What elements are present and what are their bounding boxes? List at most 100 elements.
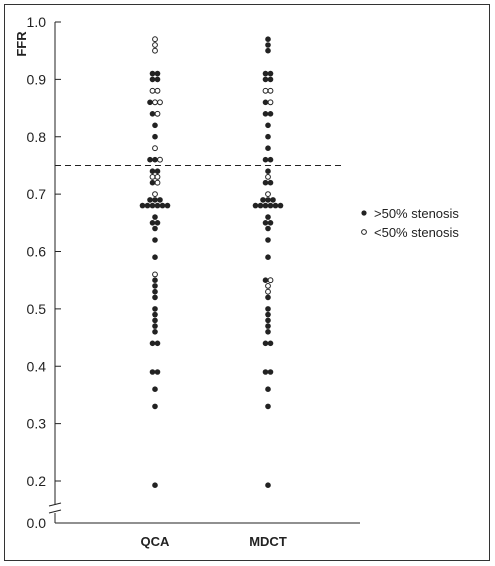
point-filled-gt50-stenosis (265, 197, 271, 203)
point-filled-gt50-stenosis (265, 254, 271, 260)
point-filled-gt50-stenosis (154, 220, 161, 226)
point-filled-gt50-stenosis (149, 168, 156, 174)
point-open-lt50-stenosis (154, 174, 161, 180)
point-open-lt50-stenosis (267, 87, 274, 94)
point-filled-gt50-stenosis (152, 294, 158, 301)
point-open-lt50-stenosis (152, 271, 158, 278)
point-filled-gt50-stenosis (152, 122, 158, 129)
point-filled-gt50-stenosis (267, 202, 274, 209)
point-filled-gt50-stenosis (265, 214, 271, 220)
point-filled-gt50-stenosis (265, 329, 271, 335)
point-filled-gt50-stenosis (265, 317, 271, 324)
point-filled-gt50-stenosis (152, 214, 158, 220)
point-filled-gt50-stenosis (262, 156, 269, 163)
point-filled-gt50-stenosis (152, 197, 158, 203)
point-filled-gt50-stenosis (265, 294, 271, 301)
point-filled-gt50-stenosis (152, 156, 158, 163)
point-open-lt50-stenosis (152, 99, 158, 106)
point-open-lt50-stenosis (262, 87, 269, 94)
point-filled-gt50-stenosis (262, 220, 269, 226)
point-open-lt50-stenosis (154, 179, 161, 186)
legend: >50% stenosis <50% stenosis (361, 206, 459, 240)
point-filled-gt50-stenosis (152, 403, 158, 410)
point-open-lt50-stenosis (265, 191, 271, 198)
y-axis-ticks: 0.0 0.2 0.3 0.4 0.5 0.6 0.7 0.8 0.9 1.0 (27, 14, 61, 531)
point-open-lt50-stenosis (157, 99, 163, 106)
point-filled-gt50-stenosis (262, 202, 269, 209)
point-filled-gt50-stenosis (272, 202, 279, 209)
point-filled-gt50-stenosis (149, 340, 156, 347)
point-open-lt50-stenosis (152, 42, 158, 48)
point-filled-gt50-stenosis (149, 220, 156, 226)
point-filled-gt50-stenosis (149, 70, 156, 77)
legend-label-gt50: >50% stenosis (374, 206, 459, 221)
point-open-lt50-stenosis (154, 87, 161, 94)
point-open-lt50-stenosis (152, 191, 158, 198)
point-filled-gt50-stenosis (265, 36, 271, 42)
point-filled-gt50-stenosis (164, 202, 171, 209)
category-label-mdct: MDCT (249, 534, 287, 549)
legend-label-lt50: <50% stenosis (374, 225, 459, 240)
y-tick-label: 0.0 (27, 515, 47, 531)
point-filled-gt50-stenosis (267, 111, 274, 117)
point-filled-gt50-stenosis (149, 202, 156, 209)
point-filled-gt50-stenosis (277, 202, 284, 209)
point-filled-gt50-stenosis (159, 202, 166, 209)
point-filled-gt50-stenosis (152, 482, 158, 489)
point-filled-gt50-stenosis (152, 386, 158, 393)
y-tick-label: 0.4 (27, 358, 47, 374)
y-tick-label: 0.3 (27, 416, 47, 432)
point-open-lt50-stenosis (154, 110, 161, 117)
y-tick-label: 0.9 (27, 71, 47, 87)
point-filled-gt50-stenosis (265, 386, 271, 393)
point-filled-gt50-stenosis (147, 99, 153, 106)
point-open-lt50-stenosis (267, 277, 274, 284)
category-label-qca: QCA (141, 534, 171, 549)
y-axis-break (48, 502, 62, 514)
point-filled-gt50-stenosis (154, 168, 161, 174)
point-filled-gt50-stenosis (262, 340, 269, 347)
point-filled-gt50-stenosis (147, 156, 153, 163)
legend-open-marker (361, 229, 367, 235)
point-open-lt50-stenosis (152, 145, 158, 152)
data-points (139, 36, 284, 489)
point-filled-gt50-stenosis (149, 179, 156, 186)
point-filled-gt50-stenosis (149, 76, 156, 83)
y-tick-label: 0.2 (27, 473, 47, 489)
point-filled-gt50-stenosis (265, 482, 271, 489)
point-filled-gt50-stenosis (149, 369, 156, 375)
point-filled-gt50-stenosis (262, 70, 269, 77)
point-filled-gt50-stenosis (152, 329, 158, 335)
point-filled-gt50-stenosis (265, 168, 271, 174)
point-filled-gt50-stenosis (149, 111, 156, 117)
point-filled-gt50-stenosis (265, 237, 271, 243)
y-tick-label: 1.0 (27, 14, 47, 30)
point-filled-gt50-stenosis (147, 197, 153, 203)
point-filled-gt50-stenosis (265, 42, 271, 48)
point-filled-gt50-stenosis (267, 179, 274, 186)
legend-filled-marker (361, 210, 367, 216)
point-filled-gt50-stenosis (262, 99, 269, 106)
point-filled-gt50-stenosis (152, 254, 158, 260)
point-filled-gt50-stenosis (265, 145, 271, 151)
point-filled-gt50-stenosis (154, 202, 161, 209)
point-filled-gt50-stenosis (265, 311, 271, 318)
point-filled-gt50-stenosis (262, 369, 269, 375)
point-filled-gt50-stenosis (267, 369, 274, 375)
point-filled-gt50-stenosis (265, 47, 271, 54)
point-filled-gt50-stenosis (152, 323, 158, 329)
point-open-lt50-stenosis (265, 288, 271, 295)
point-filled-gt50-stenosis (152, 283, 158, 289)
point-open-lt50-stenosis (157, 156, 163, 163)
point-filled-gt50-stenosis (152, 306, 158, 312)
point-filled-gt50-stenosis (267, 340, 274, 347)
point-open-lt50-stenosis (149, 174, 156, 180)
y-tick-label: 0.8 (27, 129, 47, 145)
point-filled-gt50-stenosis (139, 202, 146, 209)
y-axis-label: FFR (14, 31, 29, 57)
point-open-lt50-stenosis (152, 36, 158, 43)
point-filled-gt50-stenosis (262, 179, 269, 186)
point-filled-gt50-stenosis (157, 197, 163, 203)
y-tick-label: 0.5 (27, 301, 47, 317)
